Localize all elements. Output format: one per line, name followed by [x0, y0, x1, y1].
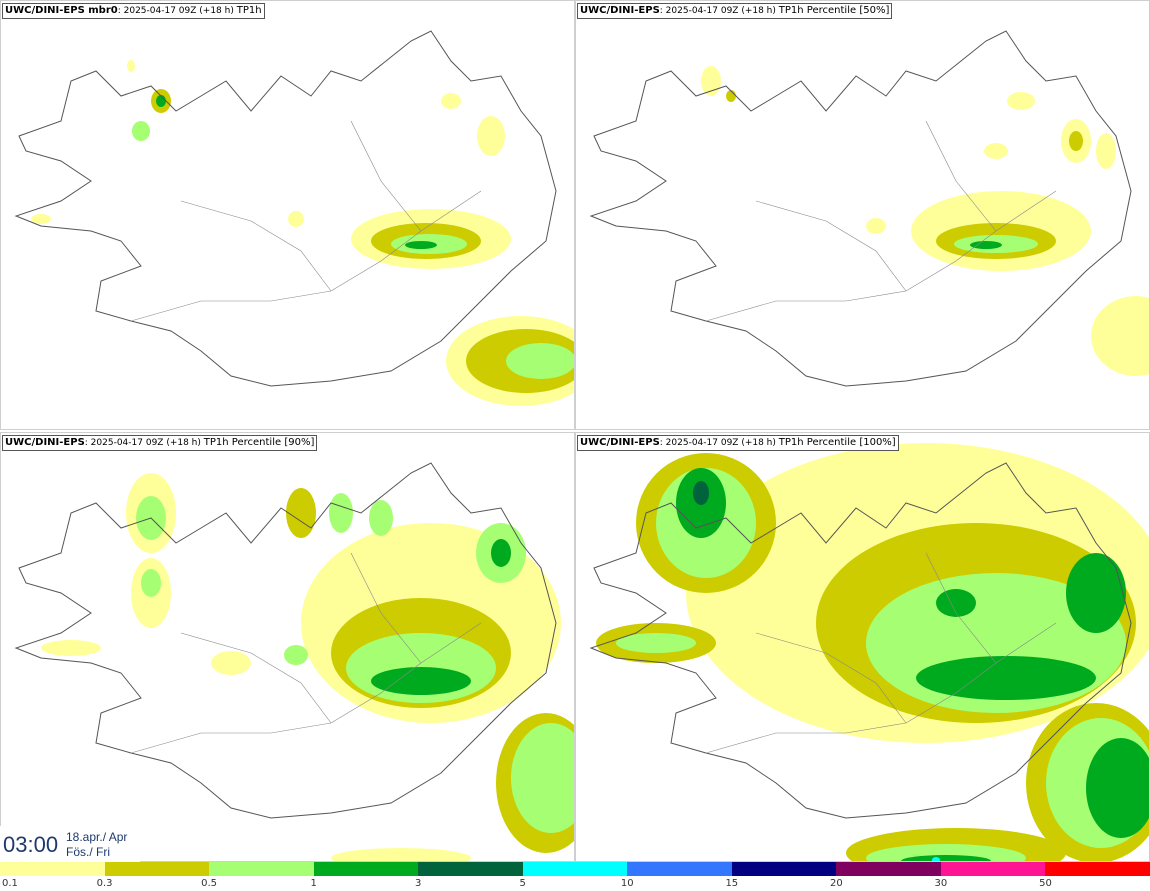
- map-canvas: [589, 30, 1149, 387]
- legend-swatch: [731, 862, 837, 876]
- legend-tick-label: 20: [829, 878, 843, 889]
- legend-swatch: [104, 862, 210, 876]
- map-panel-percentile-50: UWC/DINI-EPS: 2025-04-17 09Z (+18 h) TP1…: [575, 0, 1150, 430]
- color-legend: 0.1 0.3 0.5 1 3 5 10 15 20 30 50: [0, 862, 1150, 891]
- map-canvas: [589, 443, 1149, 861]
- panel-title: UWC/DINI-EPS: 2025-04-17 09Z (+18 h) TP1…: [577, 3, 893, 19]
- precip-field: [701, 66, 1149, 376]
- coastline: [14, 30, 557, 387]
- coastline: [14, 462, 557, 819]
- map-canvas: [14, 30, 574, 406]
- legend-tick-label: 15: [725, 878, 739, 889]
- legend-swatch: [313, 862, 419, 876]
- coastline: [589, 30, 1132, 387]
- map-canvas: [14, 462, 574, 861]
- legend-swatch: [522, 862, 628, 876]
- valid-weekday: Fös./ Fri: [66, 845, 110, 859]
- panel-title: UWC/DINI-EPS: 2025-04-17 09Z (+18 h) TP1…: [2, 435, 318, 451]
- legend-tick-label: 5: [519, 878, 526, 889]
- legend-swatch: [1045, 862, 1150, 876]
- coastline: [589, 462, 1132, 819]
- roads: [130, 552, 482, 754]
- legend-tick-label: 0.3: [96, 878, 113, 889]
- legend-tick-label: 50: [1039, 878, 1052, 889]
- precip-field: [41, 473, 574, 861]
- roads: [705, 552, 1057, 754]
- valid-time-box: 03:00 18.apr./ Apr Fös./ Fri: [0, 826, 140, 862]
- valid-date: 18.apr./ Apr: [66, 830, 128, 844]
- legend-swatch: [0, 862, 105, 876]
- precip-field: [596, 443, 1149, 861]
- map-panel-percentile-100: UWC/DINI-EPS: 2025-04-17 09Z (+18 h) TP1…: [575, 432, 1150, 862]
- legend-swatch: [418, 862, 523, 876]
- legend-tick-label: 30: [934, 878, 948, 889]
- panel-title: UWC/DINI-EPS mbr0: 2025-04-17 09Z (+18 h…: [2, 3, 265, 19]
- legend-swatch: [940, 862, 1046, 876]
- map-panel-percentile-90: UWC/DINI-EPS: 2025-04-17 09Z (+18 h) TP1…: [0, 432, 575, 862]
- legend-tick-label: 3: [414, 878, 422, 889]
- legend-tick-label: 1: [310, 878, 317, 889]
- map-panel-member0: UWC/DINI-EPS mbr0: 2025-04-17 09Z (+18 h…: [0, 0, 575, 430]
- roads: [705, 120, 1057, 322]
- panel-title: UWC/DINI-EPS: 2025-04-17 09Z (+18 h) TP1…: [577, 435, 899, 451]
- legend-tick-label: 10: [620, 878, 634, 889]
- legend-swatch: [836, 862, 941, 876]
- legend-swatch: [209, 862, 314, 876]
- legend-tick-label: 0.1: [2, 878, 18, 889]
- legend-tick-label: 0.5: [201, 878, 218, 889]
- roads: [130, 120, 482, 322]
- legend-swatch: [627, 862, 732, 876]
- precip-field: [31, 60, 574, 406]
- valid-time: 03:00: [3, 832, 59, 857]
